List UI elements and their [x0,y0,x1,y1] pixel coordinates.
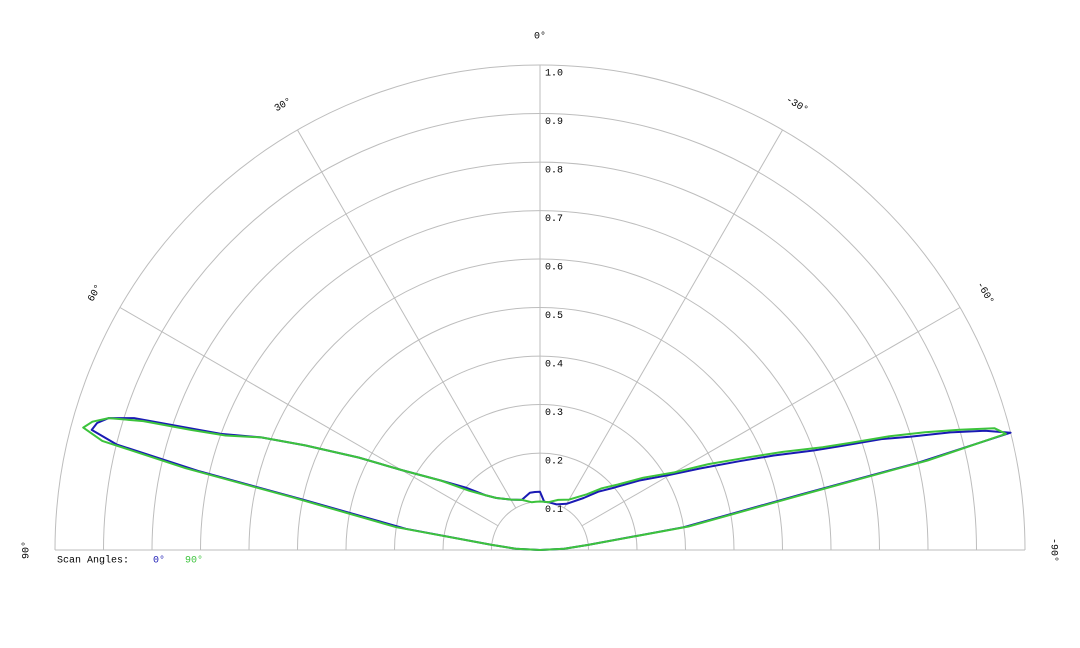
radial-tick-label: 1.0 [545,69,563,80]
radial-tick-label: 0.1 [545,505,563,516]
radial-tick-label: 0.7 [545,214,563,225]
grid-ring [491,501,589,551]
angle-tick-label: -30° [783,94,810,116]
series-line [90,417,1012,551]
angle-tick-label: 30° [272,96,294,115]
radial-tick-label: 0.3 [545,408,563,419]
grid-spoke [563,129,783,509]
angle-tick-label: -60° [973,280,995,307]
grid-spoke [581,307,961,527]
radial-tick-label: 0.5 [545,311,563,322]
legend-entry: 90° [185,555,203,567]
angle-tick-label: 90° [21,541,33,559]
angle-tick-label: -90° [1047,538,1059,562]
radial-tick-label: 0.9 [545,117,563,128]
series-line [82,417,1007,551]
radial-tick-label: 0.2 [545,457,563,468]
radial-tick-label: 0.4 [545,360,563,371]
grid-spoke [297,129,517,509]
radial-tick-label: 0.8 [545,166,563,177]
legend-entry: 0° [153,555,165,567]
angle-tick-label: 0° [534,31,546,43]
angle-tick-label: 60° [86,282,105,304]
legend-title: Scan Angles: [57,555,129,567]
radial-tick-label: 0.6 [545,263,563,274]
grid-spoke [119,307,499,527]
